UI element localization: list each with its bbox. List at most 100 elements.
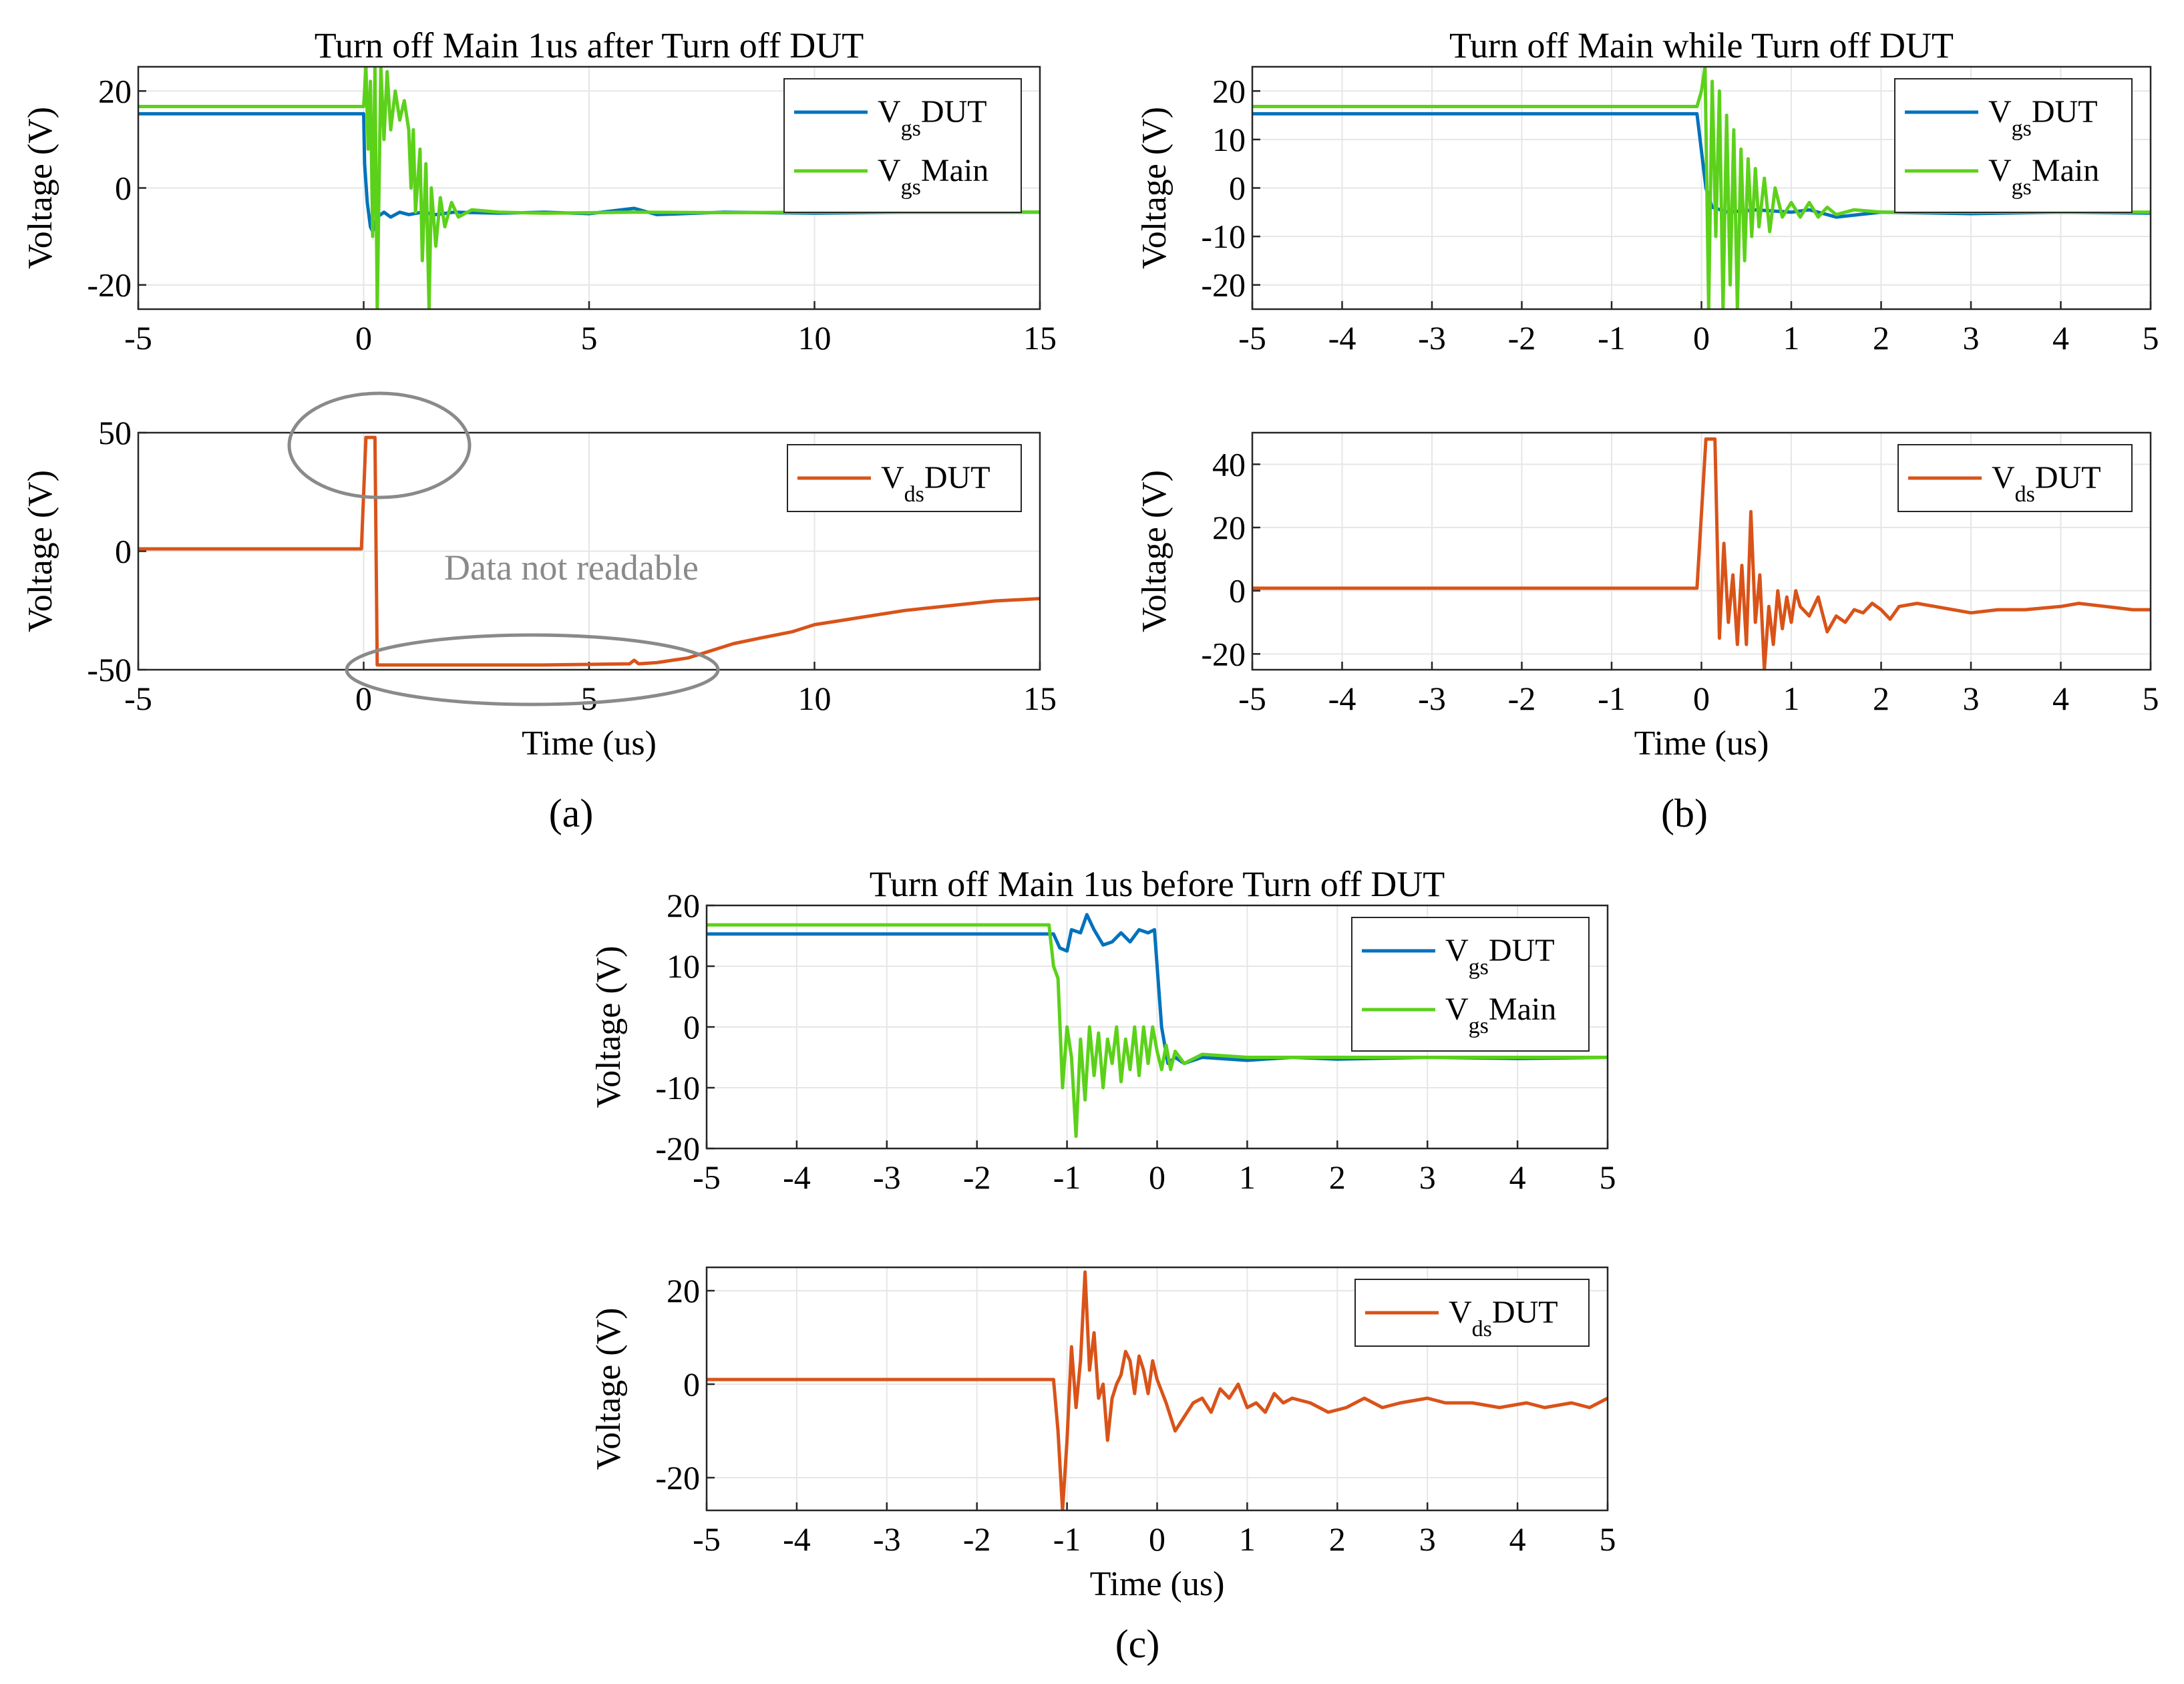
x-axis-title: Time (us) bbox=[522, 724, 657, 763]
legend-label-vgsdut: VgsDUT bbox=[1445, 933, 1555, 980]
x-tick-label: -5 bbox=[1238, 319, 1266, 357]
legend-label-vgsdut: VgsDUT bbox=[1988, 94, 2098, 141]
legend-label-tail: Main bbox=[2032, 153, 2099, 188]
y-tick-label: -50 bbox=[87, 651, 132, 688]
y-tick-label: 20 bbox=[667, 1272, 700, 1309]
x-tick-label: -2 bbox=[1508, 680, 1536, 717]
x-axis-title: Time (us) bbox=[1634, 724, 1769, 763]
axes-box bbox=[705, 904, 1609, 1150]
y-tick-label: -20 bbox=[655, 1459, 700, 1496]
x-tick-label: 4 bbox=[2052, 680, 2069, 717]
legend-label-subscript: ds bbox=[1472, 1317, 1492, 1341]
legend-label-main: V bbox=[1445, 992, 1469, 1027]
x-tick-label: 5 bbox=[2143, 680, 2159, 717]
legend-label-vgsdut: VgsDUT bbox=[878, 94, 987, 141]
legend-label-tail: DUT bbox=[1492, 1295, 1558, 1330]
annotation-text: Data not readable bbox=[444, 548, 699, 588]
legend-label-main: V bbox=[1449, 1295, 1472, 1330]
legend-box bbox=[783, 78, 1022, 213]
x-tick-label: 5 bbox=[1600, 1159, 1616, 1196]
x-tick-label: -5 bbox=[124, 319, 152, 357]
x-tick-label: 5 bbox=[1600, 1520, 1616, 1558]
y-axis-title: Voltage (V) bbox=[590, 1307, 628, 1470]
legend-box bbox=[1894, 78, 2133, 213]
axes-box bbox=[705, 1266, 1609, 1512]
x-tick-label: -2 bbox=[963, 1159, 991, 1196]
y-tick-label: 0 bbox=[115, 170, 132, 207]
legend-label-vgsmain: VgsMain bbox=[1988, 153, 2099, 200]
legend-box bbox=[1351, 917, 1590, 1052]
legend-label-main: V bbox=[1988, 153, 2012, 188]
legend-label-subscript: gs bbox=[2012, 175, 2032, 200]
chart-title: Turn off Main while Turn off DUT bbox=[1449, 25, 1954, 65]
y-axis-title: Voltage (V) bbox=[21, 107, 59, 269]
x-tick-label: 0 bbox=[355, 319, 372, 357]
legend-label-main: V bbox=[878, 153, 901, 188]
y-tick-label: 0 bbox=[115, 533, 132, 570]
x-tick-label: -4 bbox=[783, 1159, 811, 1196]
series-line-vdsdut bbox=[1252, 437, 2151, 670]
legend-label-subscript: gs bbox=[1469, 955, 1489, 980]
x-tick-label: -4 bbox=[1328, 680, 1356, 717]
y-tick-label: -10 bbox=[655, 1069, 700, 1106]
x-tick-label: -5 bbox=[693, 1520, 721, 1558]
x-tick-label: -3 bbox=[873, 1520, 901, 1558]
legend: VdsDUT bbox=[1897, 444, 2133, 512]
x-tick-label: 3 bbox=[1963, 319, 1980, 357]
legend-label-tail: DUT bbox=[1489, 933, 1555, 968]
x-tick-label: 2 bbox=[1873, 680, 1889, 717]
x-tick-label: -2 bbox=[963, 1520, 991, 1558]
x-tick-label: 4 bbox=[1509, 1520, 1526, 1558]
axes-box bbox=[1251, 431, 2152, 671]
y-tick-label: 50 bbox=[98, 414, 132, 451]
y-tick-label: 10 bbox=[667, 948, 700, 985]
x-tick-label: 0 bbox=[1693, 680, 1710, 717]
panel-caption: (c) bbox=[1115, 1622, 1160, 1666]
x-tick-label: 2 bbox=[1329, 1520, 1346, 1558]
chart-b-bottom: -5 -4 -3 -2 -1 0 1 2 3 4 5 -20 0 20 40 Time (us) Voltage… bbox=[1135, 431, 2159, 763]
legend-label-subscript: gs bbox=[901, 175, 921, 200]
y-tick-label: 20 bbox=[667, 887, 700, 924]
x-tick-label: 5 bbox=[2143, 319, 2159, 357]
series-line-vgsmain bbox=[1252, 67, 2151, 309]
legend-label-tail: DUT bbox=[2032, 94, 2098, 130]
y-tick-label: -10 bbox=[1201, 218, 1246, 255]
legend-label-subscript: ds bbox=[2015, 482, 2035, 507]
y-axis-title: Voltage (V) bbox=[590, 945, 628, 1108]
x-tick-label: 0 bbox=[1693, 319, 1710, 357]
x-tick-label: 2 bbox=[1873, 319, 1889, 357]
x-tick-label: 3 bbox=[1963, 680, 1980, 717]
x-tick-label: -1 bbox=[1053, 1520, 1081, 1558]
y-tick-label: 40 bbox=[1212, 445, 1246, 483]
x-tick-label: 5 bbox=[581, 680, 598, 717]
chart-c-bottom: -5 -4 -3 -2 -1 0 1 2 3 4 5 -20 0 20 Time (us) Voltage (… bbox=[590, 1266, 1616, 1603]
legend-label-tail: Main bbox=[921, 153, 988, 188]
legend-label-vdsdut: VdsDUT bbox=[881, 460, 990, 507]
x-tick-label: -4 bbox=[1328, 319, 1356, 357]
y-tick-label: 20 bbox=[98, 72, 132, 110]
x-tick-label: 4 bbox=[2052, 319, 2069, 357]
legend-label-subscript: gs bbox=[1469, 1014, 1489, 1038]
x-tick-label: -1 bbox=[1053, 1159, 1081, 1196]
x-tick-label: 15 bbox=[1023, 319, 1057, 357]
x-tick-label: -5 bbox=[1238, 680, 1266, 717]
series-line-vdsdut bbox=[707, 1270, 1608, 1510]
y-axis-title: Voltage (V) bbox=[1135, 470, 1173, 632]
legend-label-main: V bbox=[878, 94, 901, 130]
x-tick-label: 3 bbox=[1419, 1520, 1436, 1558]
series-line-vdsdut bbox=[138, 435, 1040, 667]
x-tick-label: -2 bbox=[1508, 319, 1536, 357]
series-line-vgsmain bbox=[138, 67, 1040, 309]
x-tick-label: 1 bbox=[1783, 319, 1800, 357]
x-tick-label: 10 bbox=[798, 680, 832, 717]
legend-label-main: V bbox=[1445, 933, 1469, 968]
y-tick-label: -20 bbox=[1201, 266, 1246, 304]
x-tick-label: -3 bbox=[1418, 319, 1446, 357]
x-tick-label: 10 bbox=[798, 319, 832, 357]
x-tick-label: 0 bbox=[1149, 1159, 1165, 1196]
